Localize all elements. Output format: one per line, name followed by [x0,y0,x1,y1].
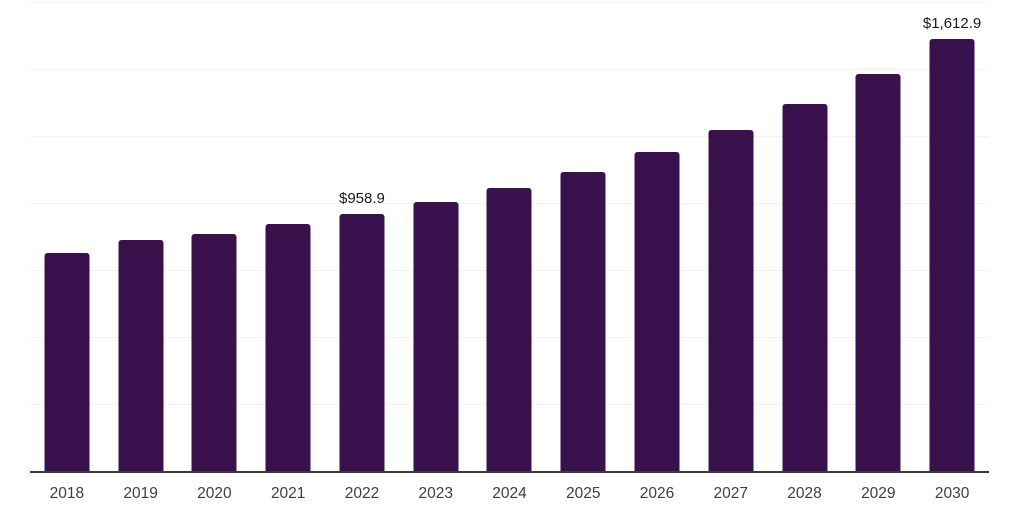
column-2026 [620,2,694,471]
x-axis-label-2027: 2027 [713,485,749,502]
x-axis-label-2024: 2024 [492,485,527,502]
column-2020 [178,2,252,471]
data-label-2030: $1,612.9 [922,14,982,32]
column-2025 [546,2,620,471]
bar-2030 [929,38,975,471]
plot-area: $958.9 $1,612.9 [30,2,989,473]
column-2027 [694,2,768,471]
x-axis-label-2030: 2030 [934,485,970,502]
gridline-1500 [30,69,989,70]
column-2029 [841,2,915,471]
bar-2024 [486,188,532,471]
column-2019 [104,2,178,471]
column-2028 [768,2,842,471]
plot-wrap: $958.9 $1,612.9 [30,2,989,473]
x-axis-label-2019: 2019 [123,485,158,502]
gridline-1250 [30,136,989,137]
x-axis-label-2028: 2028 [787,485,822,502]
gridline-1750 [30,2,989,3]
column-2018 [30,2,104,471]
column-2021 [251,2,325,471]
column-2030: $1,612.9 [915,2,989,471]
bar-2026 [634,152,680,471]
column-2022: $958.9 [325,2,399,471]
x-axis-label-2025: 2025 [566,485,601,502]
x-axis-label-2022: 2022 [344,485,380,502]
x-axis-label-2023: 2023 [418,485,453,502]
bar-2019 [118,239,164,471]
bar-2023 [413,202,459,471]
data-label-2022: $958.9 [338,190,385,208]
bar-2027 [708,130,754,471]
x-axis-label-2029: 2029 [861,485,896,502]
bar-2018 [44,252,90,471]
bar-2021 [265,224,311,471]
column-2023 [399,2,473,471]
x-axis-label-2018: 2018 [49,485,85,502]
column-2024 [473,2,547,471]
bar-2022 [339,214,385,471]
bar-2025 [560,172,606,471]
x-axis-label-2020: 2020 [197,485,232,502]
x-axis-label-2026: 2026 [639,485,675,502]
bar-2029 [855,73,901,471]
x-axis-labels: 2018 2019 2020 2021 2022 2023 2024 2025 2026 2027… [30,473,989,503]
x-axis-label-2021: 2021 [270,485,306,502]
bar-2028 [782,104,828,471]
bar-2020 [191,233,237,471]
bar-columns: $958.9 $1,612.9 [30,2,989,471]
